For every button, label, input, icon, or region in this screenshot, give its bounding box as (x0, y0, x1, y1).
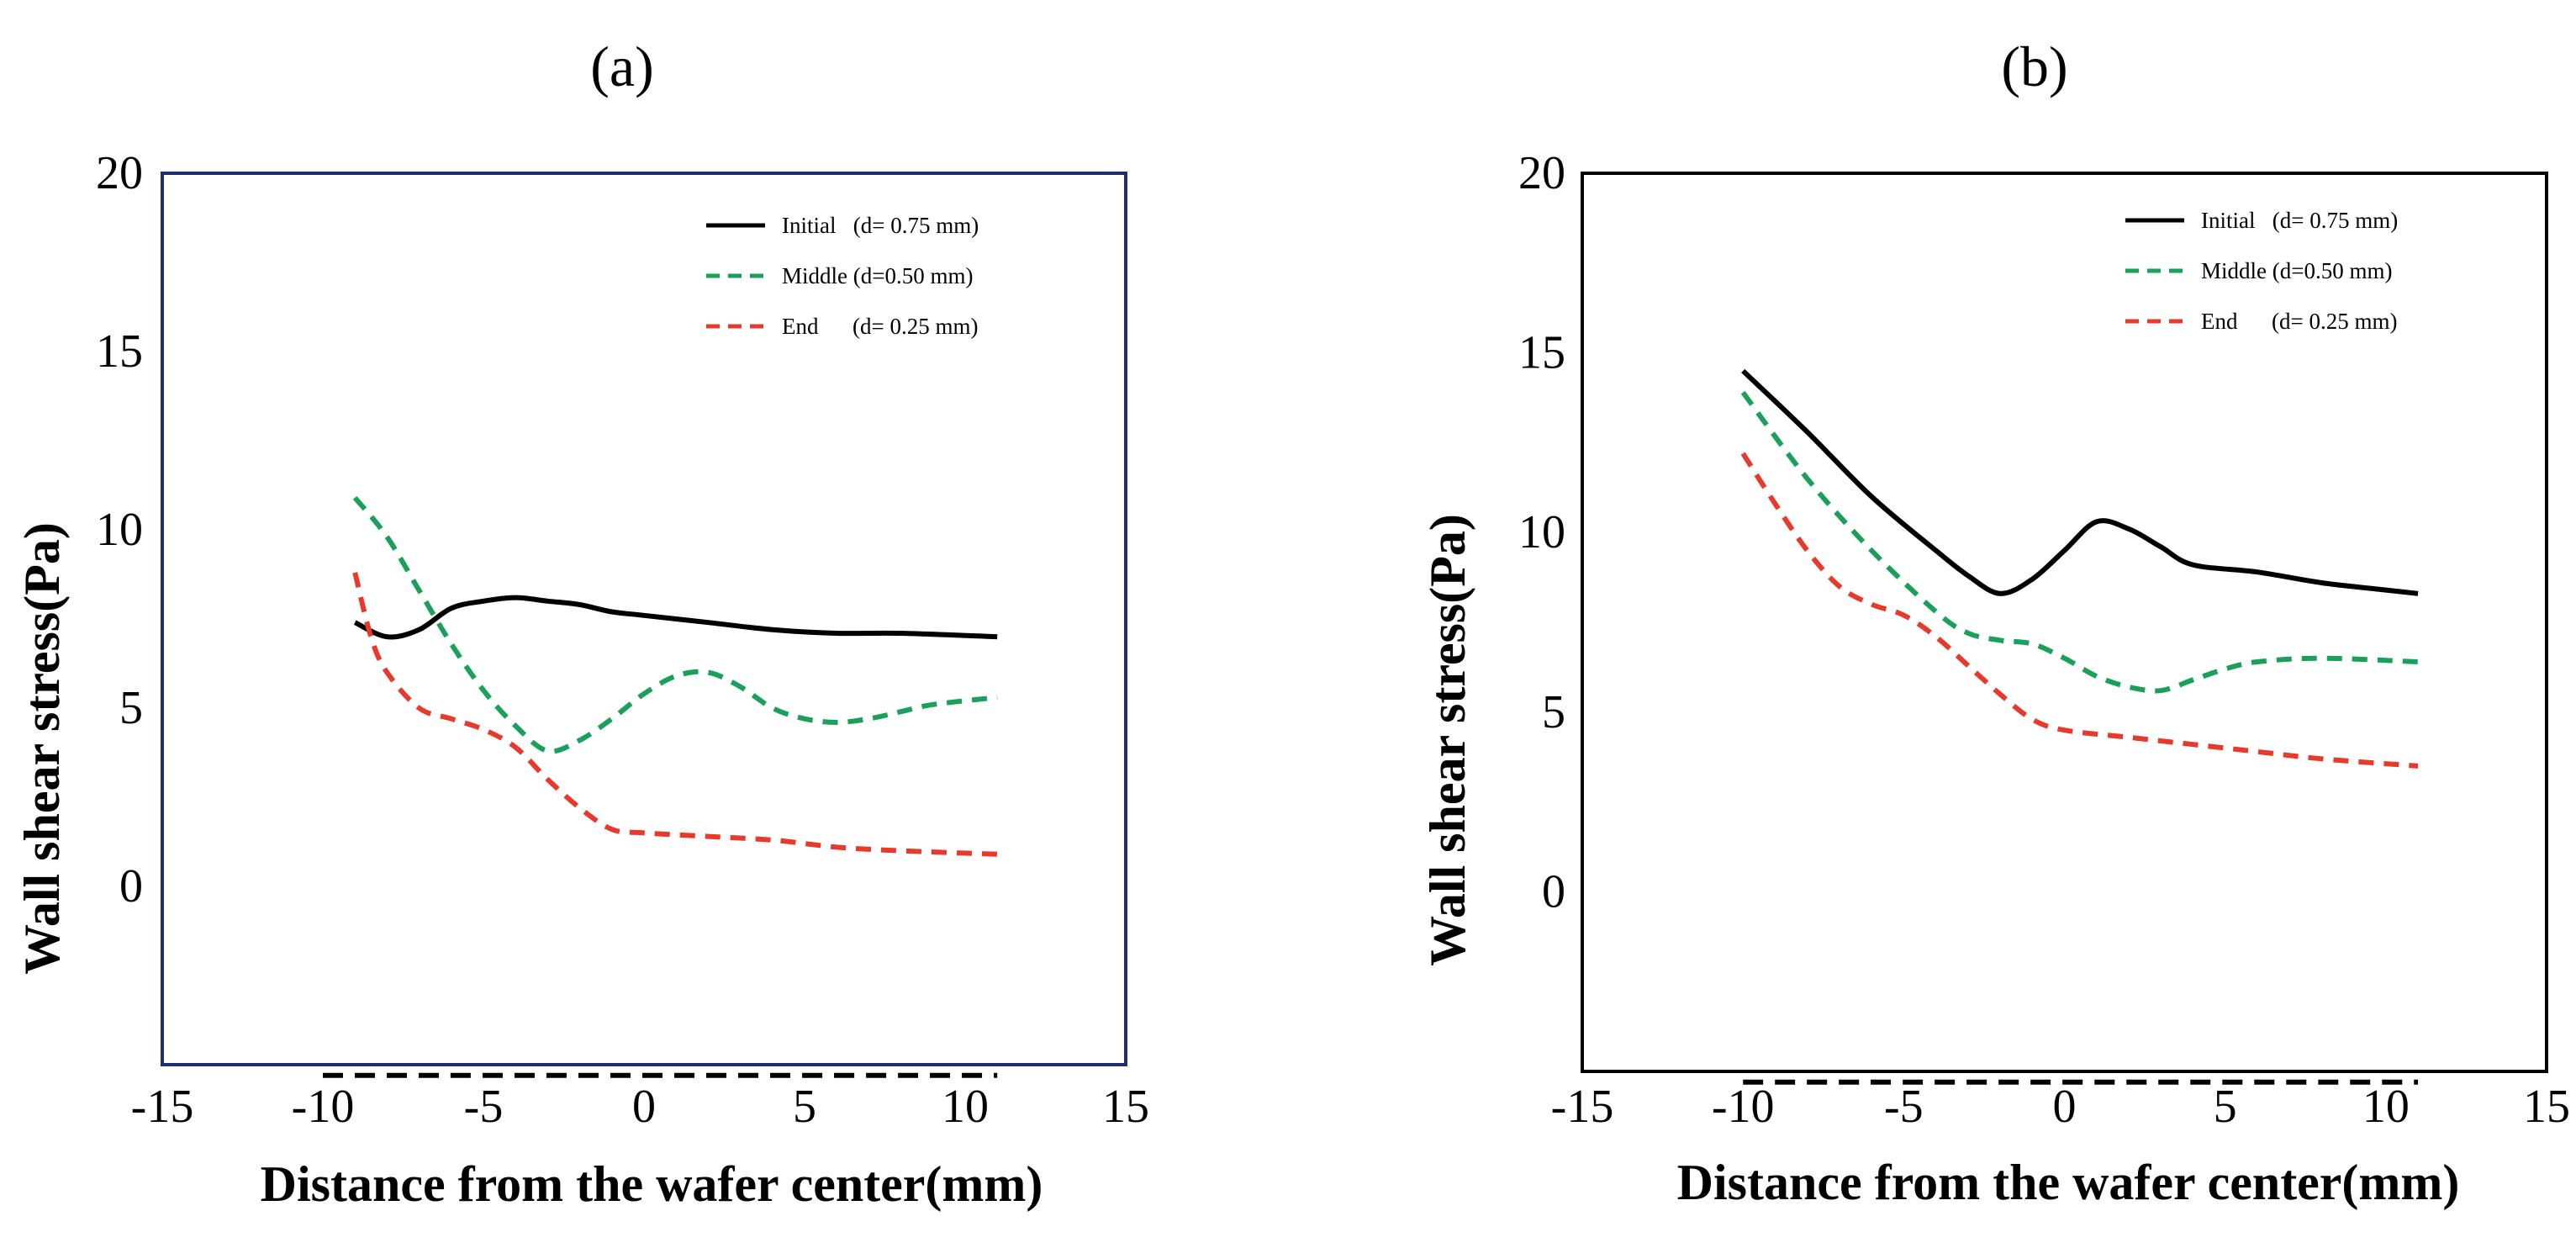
x-tick-label-b-4: 5 (2214, 1081, 2237, 1133)
y-tick-label-a-3: 15 (96, 325, 143, 378)
y-tick-label-a-2: 10 (96, 504, 143, 556)
y-tick-label-b-3: 15 (1518, 327, 1565, 379)
y-axis-title-b: Wall shear stress(Pa) (1420, 514, 1475, 966)
y-tick-label-b-4: 20 (1518, 147, 1565, 199)
y-tick-label-a-4: 20 (96, 147, 143, 199)
x-tick-label-b-3: 0 (2053, 1081, 2077, 1133)
panel-label-a: (a) (590, 34, 653, 98)
y-tick-label-b-2: 10 (1518, 506, 1565, 558)
legend-a: Initial (d= 0.75 mm) Middle (d=0.50 mm) En… (706, 213, 979, 339)
x-ticks-a: -15 -10 -5 0 5 10 15 (131, 1081, 1149, 1133)
series-line-b-0 (1741, 368, 2419, 596)
series-group-b (1740, 368, 2419, 1085)
legend-label-a-2: End (d= 0.25 mm) (782, 314, 978, 339)
legend-label-b-2: End (d= 0.25 mm) (2201, 309, 2397, 334)
y-tick-label-b-0: 0 (1542, 865, 1565, 917)
x-tick-label-b-2: -5 (1884, 1081, 1924, 1133)
x-axis-title-b: Distance from the wafer center(mm) (1677, 1155, 2460, 1210)
x-tick-label-b-5: 10 (2362, 1081, 2410, 1133)
chart-panel-a: (a) 0 5 10 15 20 -15 -10 -5 0 5 10 15 Initial (d= … (14, 34, 1149, 1212)
x-tick-label-a-2: -5 (464, 1081, 504, 1133)
x-tick-label-a-0: -15 (131, 1081, 194, 1133)
legend-b: Initial (d= 0.75 mm) Middle (d=0.50 mm) En… (2125, 208, 2398, 334)
chart-panel-b: (b) 0 5 10 15 20 -15 -10 -5 0 5 10 15 Initial (d= … (1420, 34, 2570, 1210)
x-tick-label-a-1: -10 (292, 1081, 355, 1133)
y-tick-label-a-1: 5 (119, 682, 143, 734)
series-line-b-1 (1740, 390, 2419, 694)
legend-label-a-1: Middle (d=0.50 mm) (782, 263, 973, 288)
panel-label-b: (b) (2001, 34, 2067, 98)
series-line-a-1 (352, 495, 998, 754)
legend-label-b-1: Middle (d=0.50 mm) (2201, 258, 2392, 283)
x-tick-label-b-6: 15 (2523, 1081, 2570, 1133)
series-group-a (323, 495, 998, 1078)
plot-frame-a (161, 172, 1127, 1066)
x-ticks-b: -15 -10 -5 0 5 10 15 (1551, 1081, 2570, 1133)
series-line-b-2 (1740, 452, 2419, 769)
x-tick-label-a-5: 10 (942, 1081, 989, 1133)
y-tick-label-b-1: 5 (1542, 686, 1565, 738)
x-tick-label-a-4: 5 (793, 1081, 816, 1133)
series-line-a-2 (352, 572, 998, 857)
y-axis-title-a: Wall shear stress(Pa) (14, 522, 70, 975)
x-axis-title-a: Distance from the wafer center(mm) (261, 1156, 1043, 1212)
series-line-a-0 (353, 595, 998, 640)
x-tick-label-b-0: -15 (1551, 1081, 1614, 1133)
x-tick-label-a-3: 0 (632, 1081, 656, 1133)
y-ticks-a: 0 5 10 15 20 (96, 147, 143, 912)
legend-label-b-0: Initial (d= 0.75 mm) (2201, 208, 2398, 233)
legend-label-a-0: Initial (d= 0.75 mm) (782, 213, 979, 238)
x-tick-label-b-1: -10 (1712, 1081, 1775, 1133)
plot-frame-b (1581, 172, 2548, 1073)
y-ticks-b: 0 5 10 15 20 (1518, 147, 1565, 917)
y-tick-label-a-0: 0 (119, 860, 143, 912)
x-tick-label-a-6: 15 (1102, 1081, 1149, 1133)
